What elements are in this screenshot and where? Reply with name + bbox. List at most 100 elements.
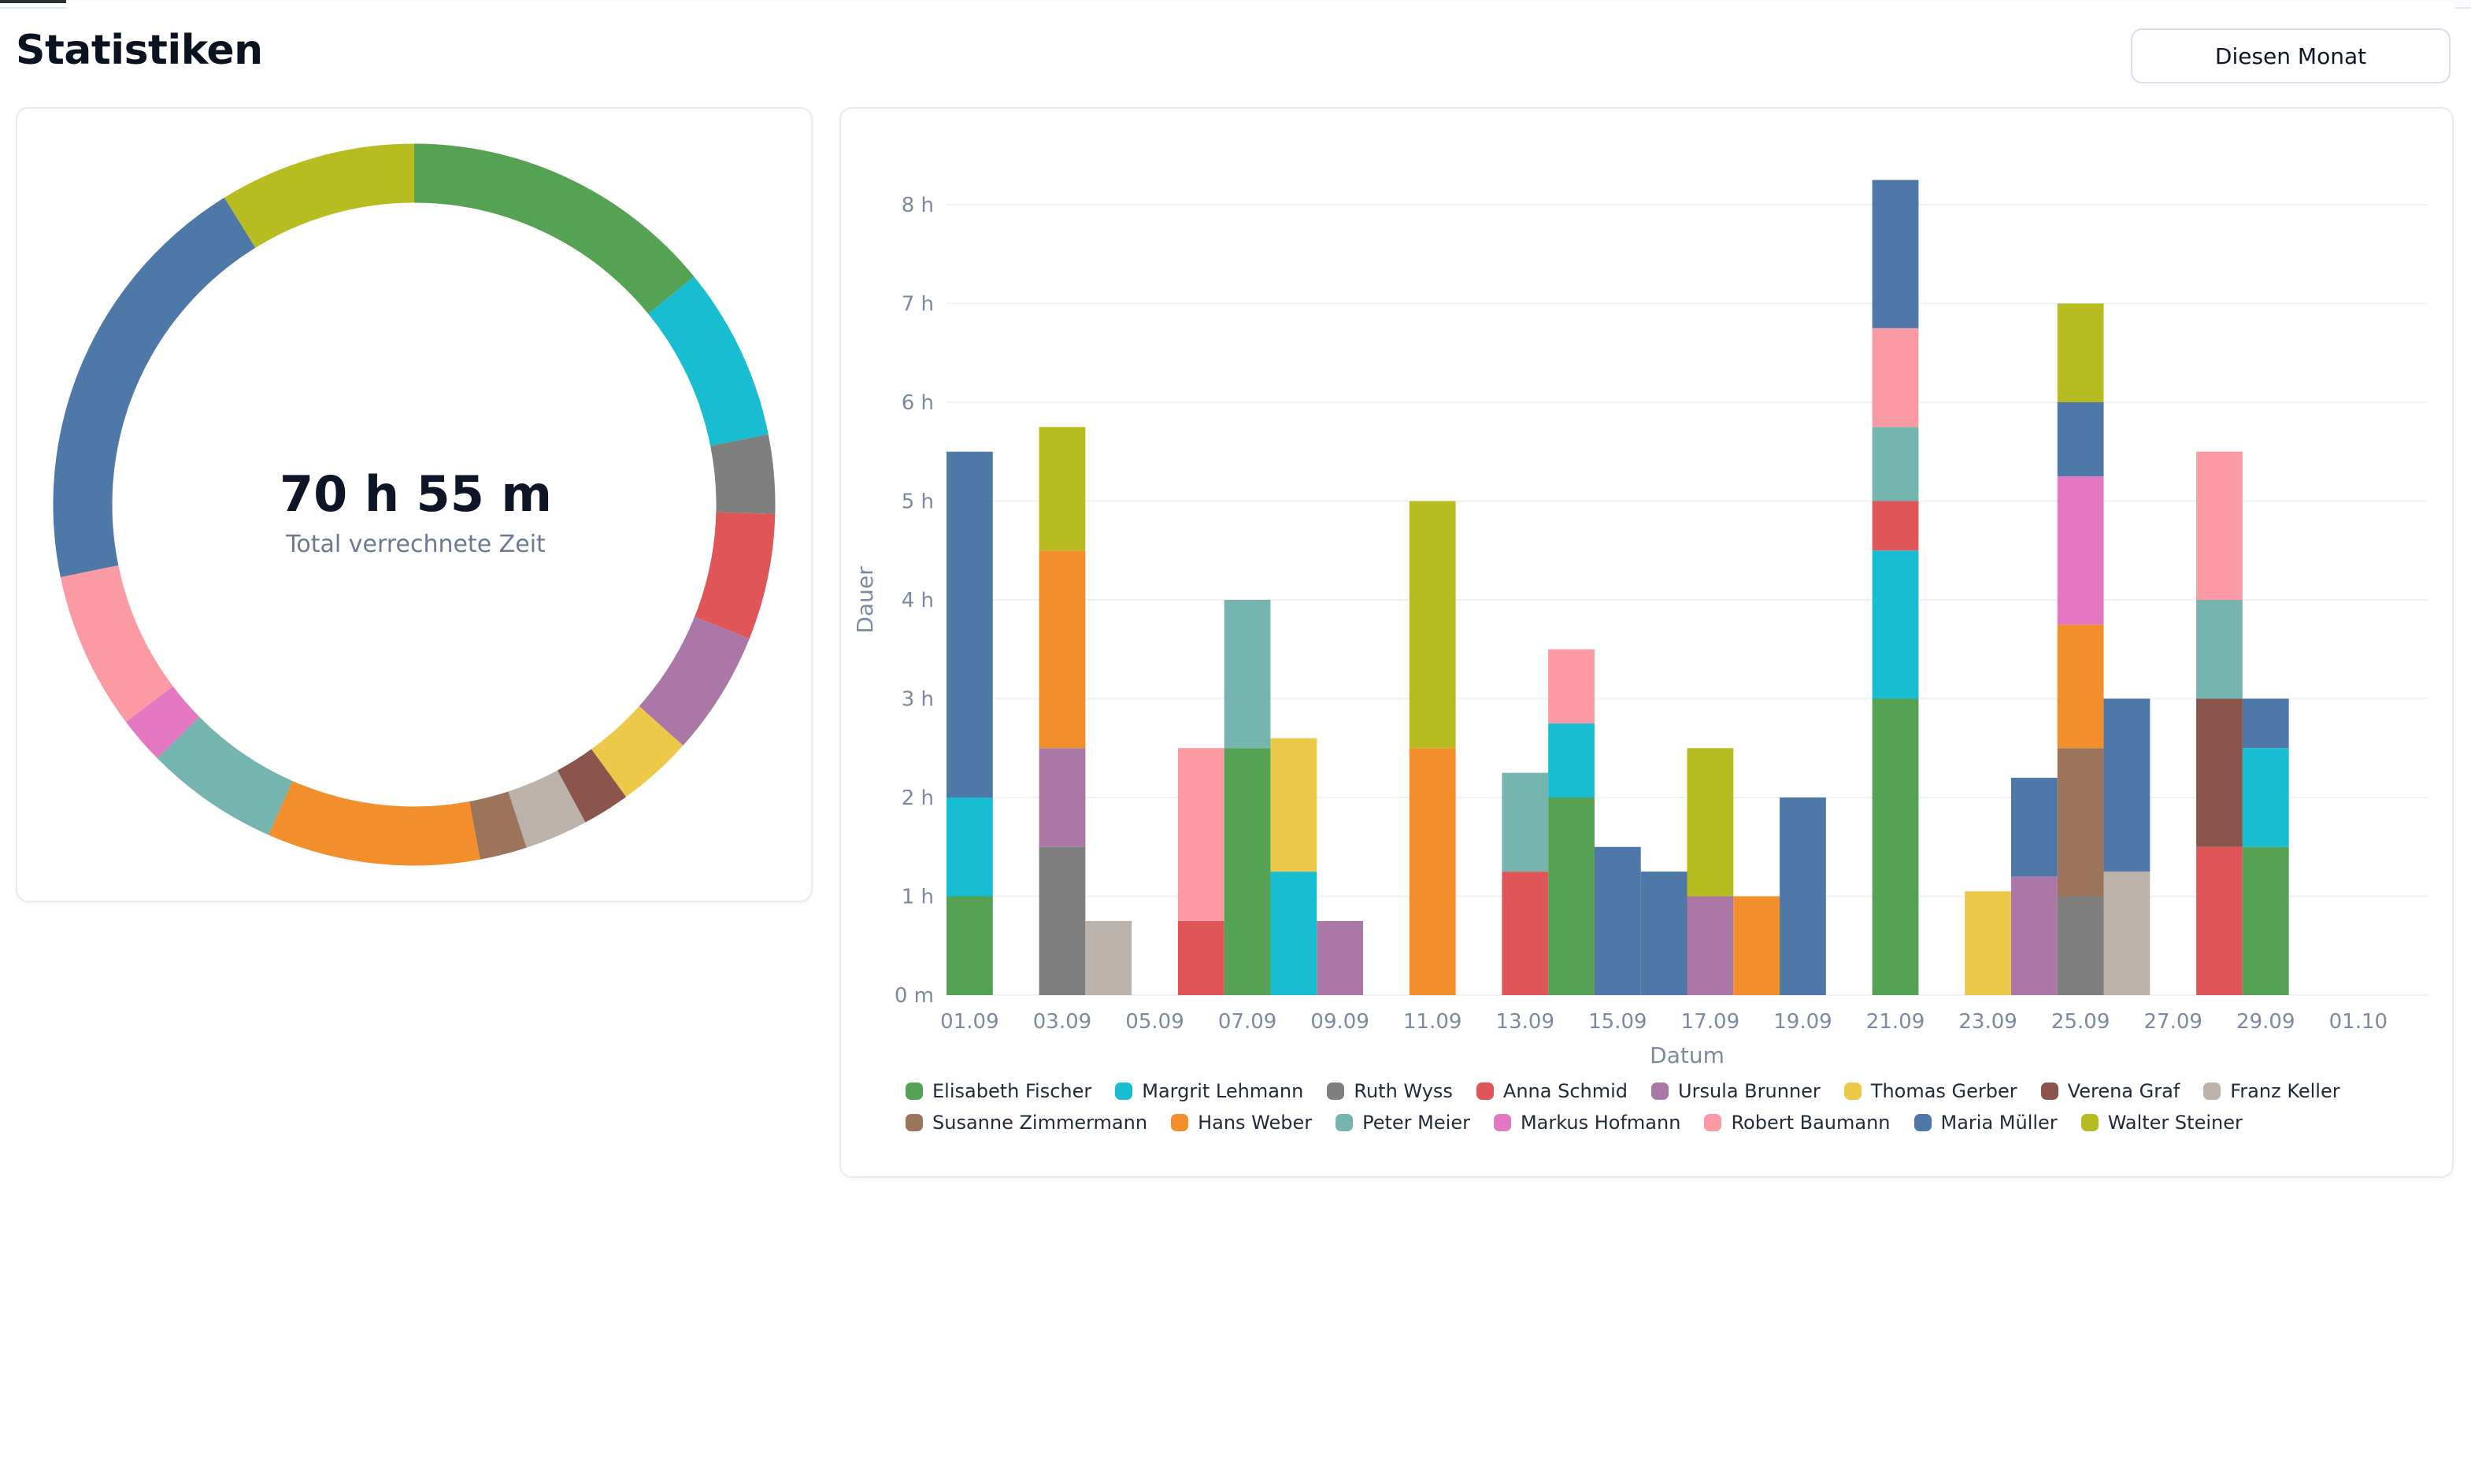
bar-segment-21.09-maria-müller[interactable]	[1872, 179, 1919, 328]
legend-label: Walter Steiner	[2107, 1112, 2243, 1134]
bar-segment-08.09-margrit-lehmann[interactable]	[1270, 872, 1317, 995]
bar-segment-21.09-anna-schmid[interactable]	[1872, 501, 1919, 551]
legend-swatch	[1336, 1114, 1354, 1131]
x-tick-label: 27.09	[2143, 1010, 2202, 1034]
legend-label: Franz Keller	[2230, 1080, 2340, 1102]
bar-segment-29.09-maria-müller[interactable]	[2242, 698, 2289, 749]
bar-segment-26.09-maria-müller[interactable]	[2103, 698, 2151, 872]
bar-segment-15.09-maria-müller[interactable]	[1594, 846, 1641, 995]
bar-segment-25.09-walter-steiner[interactable]	[2057, 303, 2104, 403]
bar-segment-21.09-elisabeth-fischer[interactable]	[1872, 698, 1919, 996]
legend-item-elisabeth-fischer[interactable]: Elisabeth Fischer	[906, 1082, 1091, 1101]
legend-item-robert-baumann[interactable]: Robert Baumann	[1704, 1113, 1891, 1132]
bar-segment-17.09-walter-steiner[interactable]	[1687, 748, 1734, 897]
bar-segment-18.09-hans-weber[interactable]	[1733, 896, 1780, 996]
donut-segment-maria-müller[interactable]	[53, 143, 776, 866]
bar-segment-03.09-ruth-wyss[interactable]	[1039, 846, 1086, 995]
x-tick-label: 07.09	[1218, 1010, 1276, 1034]
bar-segment-03.09-hans-weber[interactable]	[1039, 550, 1086, 749]
x-axis-title: Datum	[1650, 1042, 1725, 1068]
bar-segment-29.09-margrit-lehmann[interactable]	[2242, 748, 2289, 847]
legend-label: Ruth Wyss	[1354, 1080, 1453, 1102]
bar-segment-25.09-susanne-zimmermann[interactable]	[2057, 748, 2104, 897]
legend-item-walter-steiner[interactable]: Walter Steiner	[2080, 1112, 2243, 1134]
bar-segment-28.09-verena-graf[interactable]	[2196, 698, 2243, 847]
bar-segment-11.09-hans-weber[interactable]	[1409, 748, 1456, 995]
bar-segment-24.09-maria-müller[interactable]	[2010, 777, 2058, 877]
bar-segment-21.09-margrit-lehmann[interactable]	[1872, 550, 1919, 699]
donut-segment-ruth-wyss[interactable]	[53, 143, 776, 866]
window-edge-strip	[0, 0, 66, 3]
bar-segment-14.09-robert-baumann[interactable]	[1548, 649, 1595, 723]
y-tick-label: 8 h	[902, 194, 934, 217]
legend-swatch	[1476, 1082, 1494, 1100]
bar-segment-25.09-hans-weber[interactable]	[2057, 624, 2104, 749]
bar-segment-11.09-walter-steiner[interactable]	[1409, 501, 1456, 749]
page-sheet-top-edge	[66, 2, 2455, 9]
legend-item-maria-müller[interactable]: Maria Müller	[1913, 1113, 2058, 1132]
legend-label: Peter Meier	[1362, 1112, 1470, 1134]
legend-swatch	[1171, 1114, 1189, 1131]
bar-segment-16.09-maria-müller[interactable]	[1640, 872, 1687, 995]
bar-segment-25.09-maria-müller[interactable]	[2057, 402, 2104, 477]
bar-segment-14.09-elisabeth-fischer[interactable]	[1548, 798, 1595, 995]
y-axis-title: Dauer	[852, 566, 878, 634]
page-title: Statistiken	[16, 27, 263, 74]
legend-label: Hans Weber	[1198, 1112, 1313, 1134]
legend-item-margrit-lehmann[interactable]: Margrit Lehmann	[1115, 1082, 1303, 1101]
legend-item-hans-weber[interactable]: Hans Weber	[1171, 1113, 1312, 1132]
legend-item-thomas-gerber[interactable]: Thomas Gerber	[1843, 1082, 2017, 1101]
bar-segment-17.09-ursula-brunner[interactable]	[1687, 896, 1734, 996]
bar-segment-28.09-anna-schmid[interactable]	[2196, 846, 2243, 995]
y-tick-label: 7 h	[902, 293, 934, 316]
x-tick-label: 15.09	[1588, 1010, 1647, 1034]
total-time-donut-card: 70 h 55 m Total verrechnete Zeit	[16, 107, 813, 902]
bar-segment-23.09-thomas-gerber[interactable]	[1965, 891, 2011, 995]
legend-item-markus-hofmann[interactable]: Markus Hofmann	[1493, 1113, 1680, 1132]
bar-segment-07.09-elisabeth-fischer[interactable]	[1224, 748, 1271, 995]
x-tick-label: 05.09	[1125, 1010, 1184, 1034]
bar-segment-06.09-anna-schmid[interactable]	[1177, 920, 1224, 995]
bar-segment-19.09-maria-müller[interactable]	[1780, 798, 1826, 995]
bar-segment-28.09-peter-meier[interactable]	[2196, 600, 2243, 699]
bar-segment-14.09-margrit-lehmann[interactable]	[1548, 723, 1595, 798]
bar-segment-24.09-ursula-brunner[interactable]	[2010, 876, 2058, 995]
legend-label: Ursula Brunner	[1678, 1080, 1821, 1102]
donut-segment-walter-steiner[interactable]	[53, 143, 776, 866]
bar-segment-04.09-franz-keller[interactable]	[1085, 920, 1132, 995]
bar-segment-09.09-ursula-brunner[interactable]	[1317, 920, 1364, 995]
bar-segment-01.09-maria-müller[interactable]	[947, 451, 993, 798]
bar-segment-29.09-elisabeth-fischer[interactable]	[2242, 846, 2289, 995]
bar-segment-03.09-ursula-brunner[interactable]	[1039, 748, 1086, 847]
period-select-button[interactable]: Diesen Monat	[2131, 28, 2451, 83]
legend-item-ruth-wyss[interactable]: Ruth Wyss	[1327, 1082, 1453, 1101]
x-tick-label: 03.09	[1033, 1010, 1091, 1034]
bar-segment-07.09-peter-meier[interactable]	[1224, 600, 1271, 749]
bar-segment-03.09-walter-steiner[interactable]	[1039, 427, 1086, 551]
y-tick-label: 4 h	[902, 589, 934, 612]
bar-segment-28.09-robert-baumann[interactable]	[2196, 451, 2243, 600]
x-tick-label: 21.09	[1866, 1010, 1925, 1034]
legend-item-peter-meier[interactable]: Peter Meier	[1336, 1113, 1470, 1132]
legend-item-susanne-zimmermann[interactable]: Susanne Zimmermann	[906, 1113, 1147, 1132]
bar-segment-01.09-margrit-lehmann[interactable]	[947, 798, 993, 897]
x-tick-label: 01.10	[2329, 1010, 2388, 1034]
legend-item-ursula-brunner[interactable]: Ursula Brunner	[1651, 1082, 1821, 1101]
bar-segment-26.09-franz-keller[interactable]	[2103, 872, 2151, 995]
donut-segment-hans-weber[interactable]	[53, 143, 776, 866]
bar-segment-25.09-ruth-wyss[interactable]	[2057, 896, 2104, 996]
bar-segment-25.09-markus-hofmann[interactable]	[2057, 476, 2104, 625]
bar-segment-21.09-peter-meier[interactable]	[1872, 427, 1919, 501]
legend-swatch	[1327, 1082, 1345, 1100]
bar-segment-13.09-anna-schmid[interactable]	[1502, 872, 1549, 995]
y-tick-label: 6 h	[902, 391, 934, 415]
bar-segment-06.09-robert-baumann[interactable]	[1177, 748, 1224, 921]
bar-segment-01.09-elisabeth-fischer[interactable]	[947, 896, 993, 996]
legend-swatch	[1115, 1082, 1133, 1100]
legend-item-anna-schmid[interactable]: Anna Schmid	[1476, 1082, 1628, 1101]
bar-segment-21.09-robert-baumann[interactable]	[1872, 328, 1919, 427]
legend-item-franz-keller[interactable]: Franz Keller	[2203, 1080, 2340, 1102]
bar-segment-08.09-thomas-gerber[interactable]	[1270, 738, 1317, 872]
legend-item-verena-graf[interactable]: Verena Graf	[2040, 1082, 2180, 1101]
bar-segment-13.09-peter-meier[interactable]	[1502, 772, 1549, 872]
